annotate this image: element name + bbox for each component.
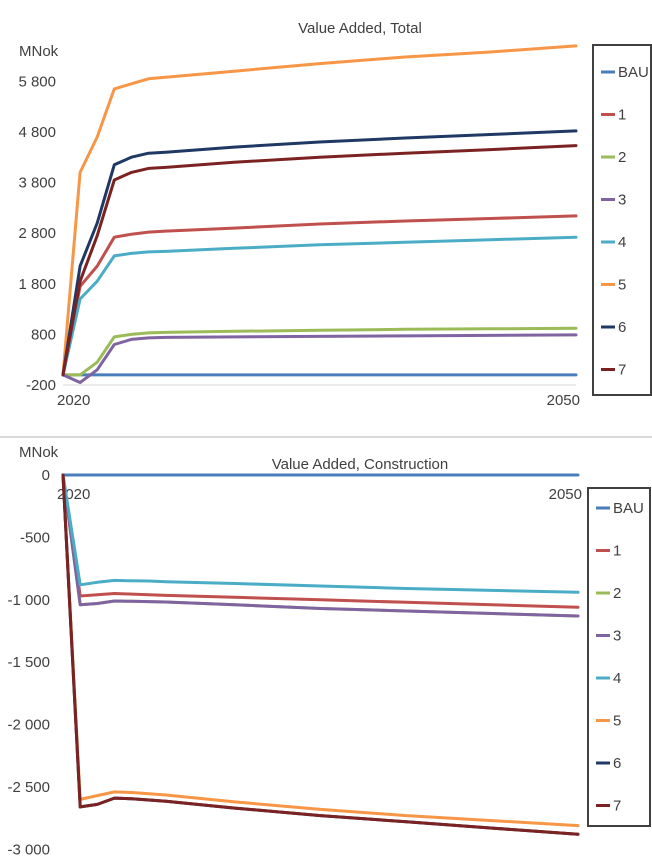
- legend-label-construction-7: 7: [613, 798, 621, 815]
- x-tick-label-total: 2020: [57, 392, 90, 409]
- y-tick-label-construction: 0: [42, 467, 50, 484]
- legend-label-construction-4: 4: [613, 670, 621, 687]
- chart-total-svg: Value Added, Total MNok -200 800 1 800 2 800 3…: [18, 20, 652, 409]
- y-tick-label-construction: -3 000: [7, 841, 50, 858]
- legend-label-construction-1: 1: [613, 543, 621, 560]
- y-axis-label-total: MNok: [19, 43, 59, 60]
- series-line-construction-5: [61, 473, 580, 828]
- chart-divider: [0, 436, 652, 438]
- x-tick-label-total: 2050: [547, 392, 580, 409]
- y-tick-label-total: -200: [26, 377, 56, 394]
- y-tick-label-total: 5 800: [18, 73, 56, 90]
- chart-value-added-total: Value Added, Total MNok -200 800 1 800 2 800 3…: [18, 20, 652, 409]
- x-tick-label-construction: 2020: [57, 486, 90, 503]
- series-line-construction-3: [61, 473, 580, 618]
- chart-title-construction: Value Added, Construction: [272, 456, 449, 473]
- legend-label-total-7: 7: [618, 362, 626, 379]
- legend-label-construction-6: 6: [613, 755, 621, 772]
- y-tick-label-total: 1 800: [18, 276, 56, 293]
- legend-box-construction: [587, 487, 651, 827]
- legend-label-total-4: 4: [618, 234, 626, 251]
- y-tick-label-construction: -2 500: [7, 779, 50, 796]
- series-line-construction-4: [61, 473, 580, 594]
- legend-label-total-5: 5: [618, 277, 626, 294]
- legend-label-construction-bau: BAU: [613, 500, 644, 517]
- series-line-construction-7: [61, 473, 580, 836]
- y-tick-label-construction: -2 000: [7, 717, 50, 734]
- y-tick-label-construction: -500: [20, 529, 50, 546]
- legend-label-total-1: 1: [618, 107, 626, 124]
- series-line-total-4: [61, 235, 578, 377]
- series-line-total-5: [61, 44, 578, 377]
- series-line-total-7: [61, 144, 578, 377]
- series-line-total-6: [61, 129, 578, 377]
- y-tick-label-construction: -1 000: [7, 592, 50, 609]
- legend-label-total-6: 6: [618, 319, 626, 336]
- legend-label-construction-2: 2: [613, 585, 621, 602]
- legend-label-total-2: 2: [618, 149, 626, 166]
- legend-label-total-3: 3: [618, 192, 626, 209]
- y-tick-label-total: 800: [31, 326, 56, 343]
- legend-label-construction-5: 5: [613, 713, 621, 730]
- y-tick-label-construction: -1 500: [7, 654, 50, 671]
- chart-value-added-construction: Value Added, Construction MNok 0 -500 -1 000…: [0, 438, 652, 868]
- y-tick-label-total: 3 800: [18, 175, 56, 192]
- series-line-total-3: [61, 333, 578, 384]
- y-tick-label-total: 2 800: [18, 225, 56, 242]
- legend-label-construction-3: 3: [613, 628, 621, 645]
- y-tick-label-total: 4 800: [18, 124, 56, 141]
- series-line-construction-6: [61, 473, 580, 836]
- chart-construction-svg: Value Added, Construction MNok 0 -500 -1 000…: [7, 444, 651, 858]
- chart-title-total: Value Added, Total: [298, 20, 422, 37]
- y-axis-label-construction: MNok: [19, 444, 59, 461]
- legend-label-total-bau: BAU: [618, 64, 649, 81]
- x-tick-label-construction: 2050: [549, 486, 582, 503]
- legend-box-total: [592, 44, 652, 396]
- series-line-total-1: [61, 214, 578, 377]
- series-line-construction-1: [61, 473, 580, 609]
- series-line-total-2: [61, 326, 578, 377]
